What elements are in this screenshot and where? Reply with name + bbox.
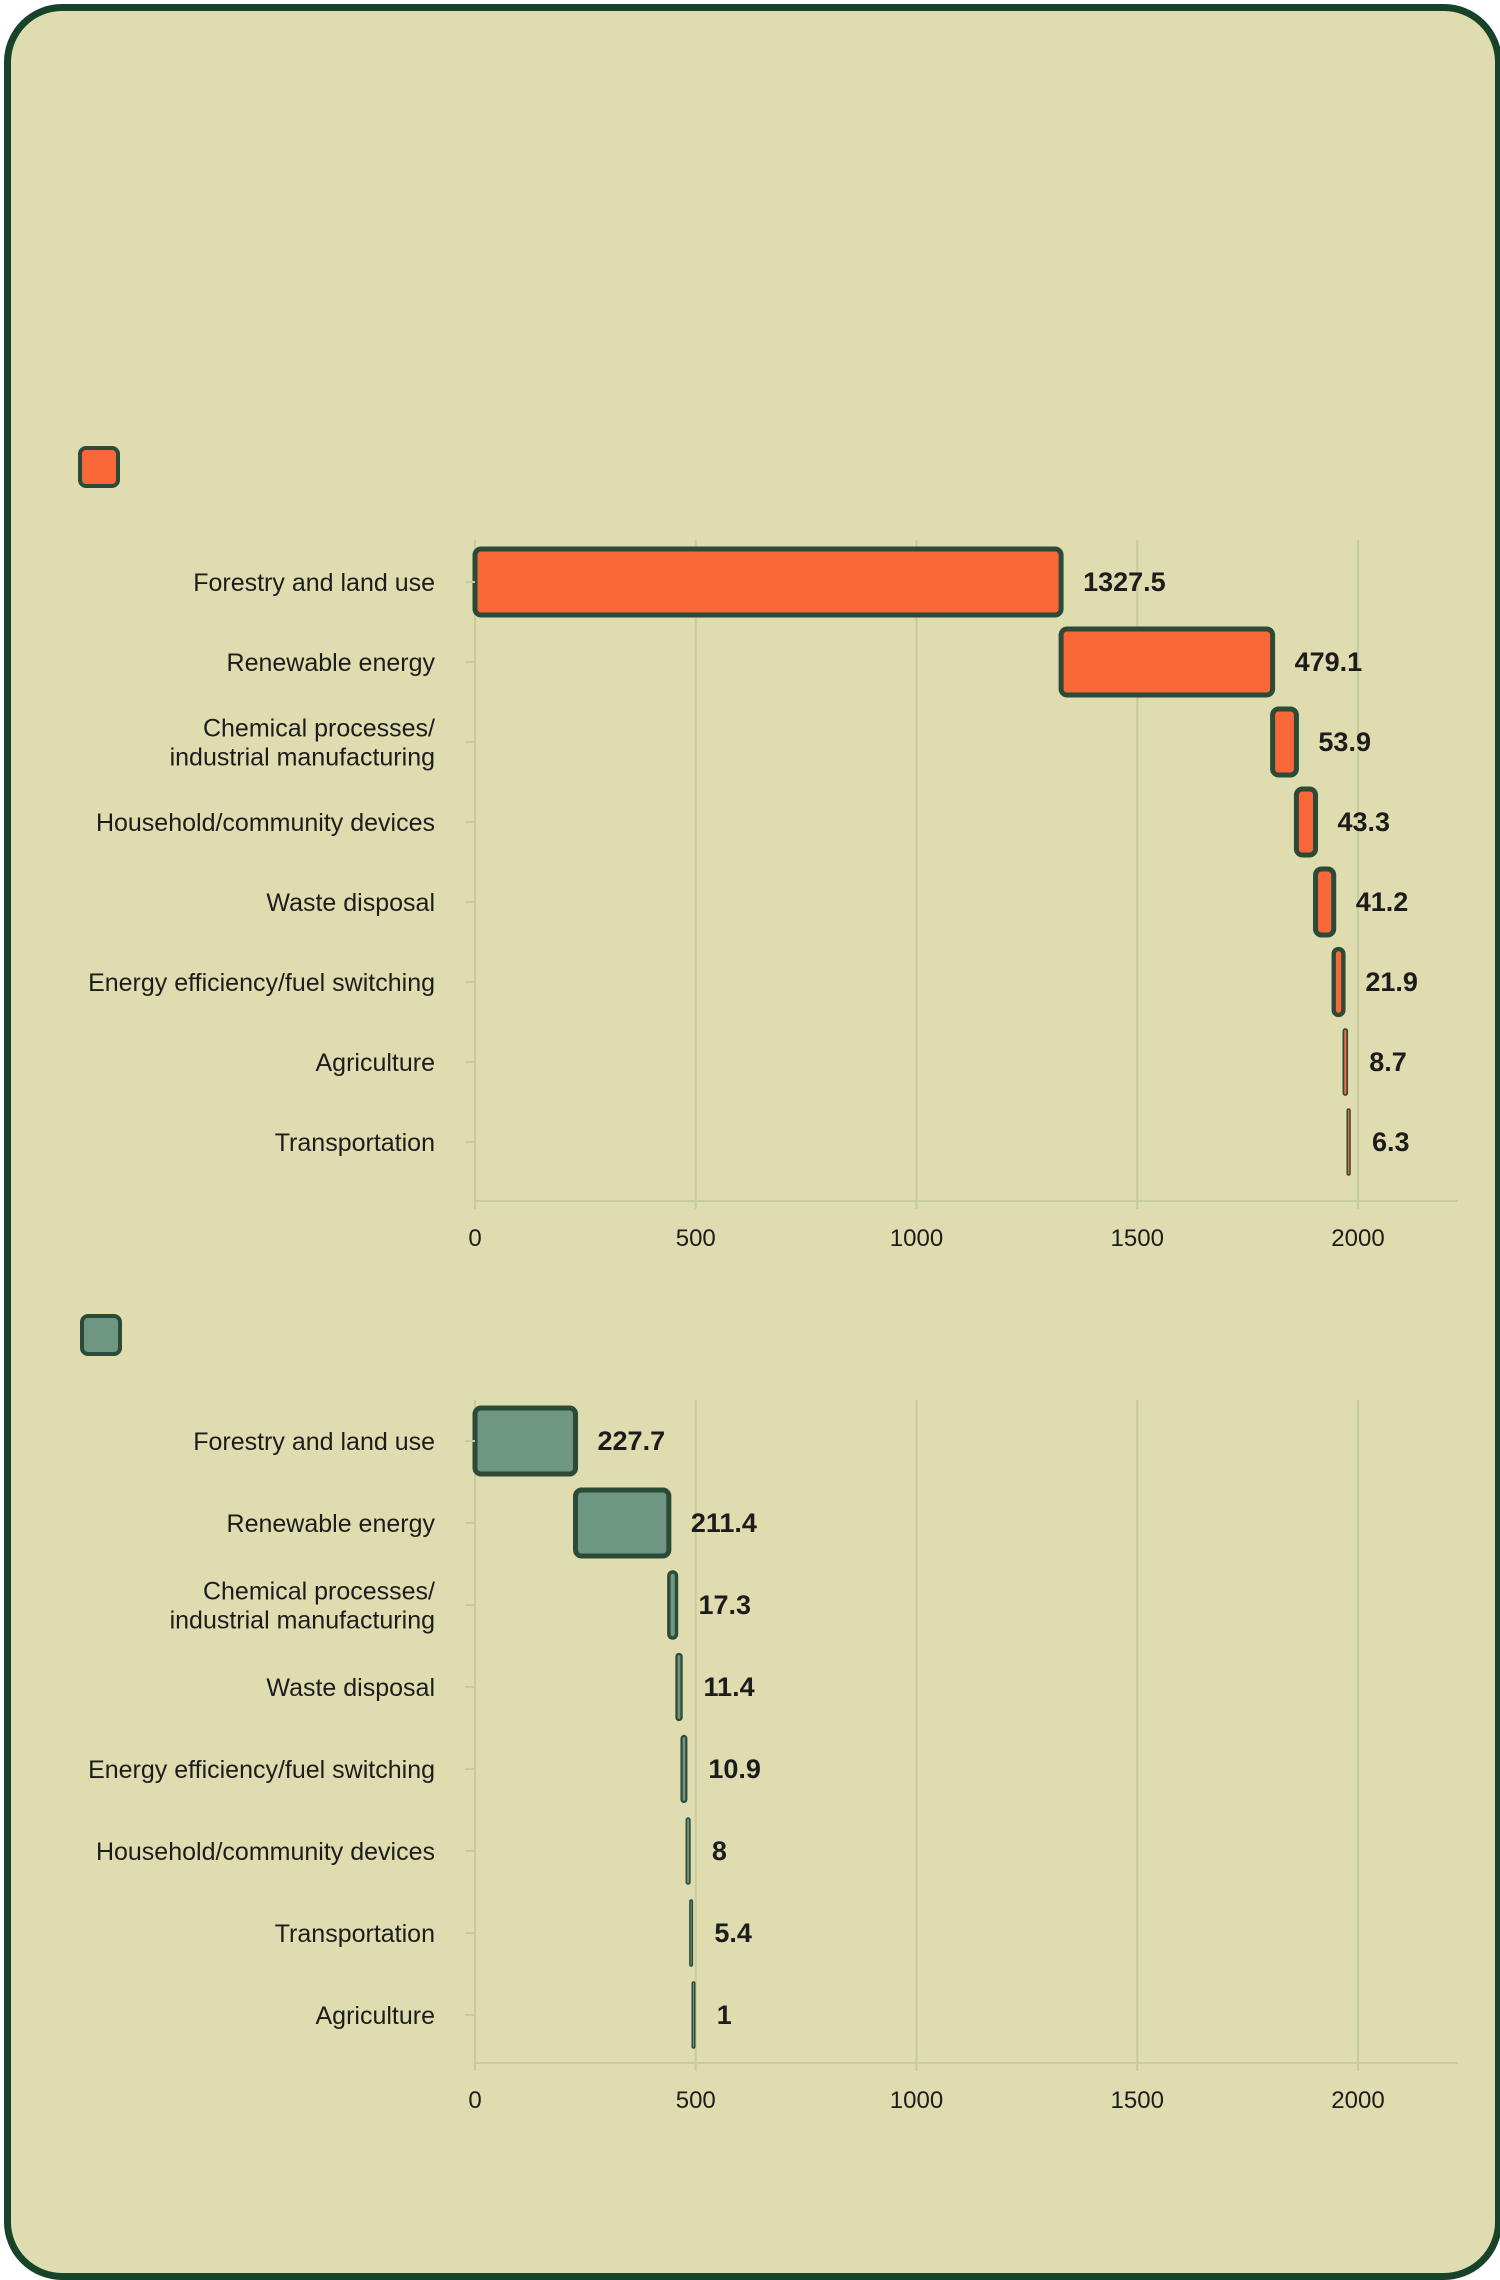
- chart-1: 0 500 1000 1500 2000 Forestry and land use 132…: [78, 446, 1458, 1252]
- bar: [689, 1899, 694, 1967]
- value-label: 10.9: [708, 1754, 761, 1784]
- x-tick-label: 500: [676, 2087, 716, 2114]
- category-label: Transportation: [275, 1129, 435, 1157]
- bar: [675, 1652, 683, 1722]
- chart-card: [4, 4, 1500, 2280]
- category-label: Agriculture: [316, 2002, 436, 2030]
- value-label: 1327.5: [1083, 567, 1166, 597]
- x-tick-label: 2000: [1331, 1225, 1384, 1252]
- x-tick-label: 0: [468, 1225, 481, 1252]
- bar: [1331, 946, 1346, 1018]
- x-tick-label: 2000: [1331, 2087, 1384, 2114]
- category-label: Chemical processes/industrial manufactur…: [170, 1578, 435, 1635]
- bar: [1270, 706, 1299, 778]
- value-label: 53.9: [1318, 727, 1371, 757]
- category-label: Energy efficiency/fuel switching: [88, 1756, 435, 1784]
- x-tick-label: 1000: [890, 1225, 943, 1252]
- x-tick-label: 500: [676, 1225, 716, 1252]
- category-label: Agriculture: [316, 1049, 436, 1077]
- category-label: Forestry and land use: [193, 569, 435, 597]
- value-label: 8: [712, 1836, 727, 1866]
- bar: [1313, 866, 1337, 938]
- value-label: 41.2: [1356, 887, 1409, 917]
- x-tick-label: 1500: [1111, 1225, 1164, 1252]
- bar: [472, 1405, 579, 1477]
- chart-2: 0 500 1000 1500 2000 Forestry and land use 227…: [80, 1314, 1458, 2114]
- category-label: Energy efficiency/fuel switching: [88, 969, 435, 997]
- x-tick-label: 1000: [890, 2087, 943, 2114]
- value-label: 43.3: [1338, 807, 1391, 837]
- legend-swatch: [78, 446, 120, 488]
- value-label: 21.9: [1365, 967, 1418, 997]
- bar: [1293, 786, 1319, 858]
- category-label: Renewable energy: [227, 649, 436, 677]
- value-label: 17.3: [699, 1590, 752, 1620]
- value-label: 227.7: [598, 1426, 666, 1456]
- value-label: 11.4: [704, 1672, 755, 1702]
- bar: [685, 1817, 691, 1885]
- category-label: Household/community devices: [96, 1838, 435, 1866]
- value-label: 8.7: [1369, 1047, 1407, 1077]
- x-tick-label: 1500: [1111, 2087, 1164, 2114]
- value-label: 211.4: [691, 1508, 757, 1538]
- bar: [472, 546, 1064, 618]
- bar: [667, 1570, 679, 1640]
- value-label: 479.1: [1295, 647, 1363, 677]
- bar: [1058, 626, 1276, 698]
- bar: [1346, 1108, 1351, 1176]
- value-label: 5.4: [714, 1918, 752, 1948]
- category-label: Forestry and land use: [193, 1428, 435, 1456]
- category-label: Chemical processes/industrial manufactur…: [170, 715, 435, 772]
- legend-swatch: [80, 1314, 122, 1356]
- bar: [573, 1487, 672, 1559]
- category-label: Waste disposal: [266, 1674, 435, 1702]
- category-label: Household/community devices: [96, 809, 435, 837]
- value-label: 1: [717, 2000, 732, 2030]
- bar: [680, 1734, 688, 1804]
- category-label: Transportation: [275, 1920, 435, 1948]
- bar: [691, 1981, 696, 2049]
- category-label: Renewable energy: [227, 1510, 436, 1538]
- bar: [1342, 1028, 1349, 1096]
- category-label: Waste disposal: [266, 889, 435, 917]
- x-tick-label: 0: [468, 2087, 481, 2114]
- value-label: 6.3: [1372, 1127, 1410, 1157]
